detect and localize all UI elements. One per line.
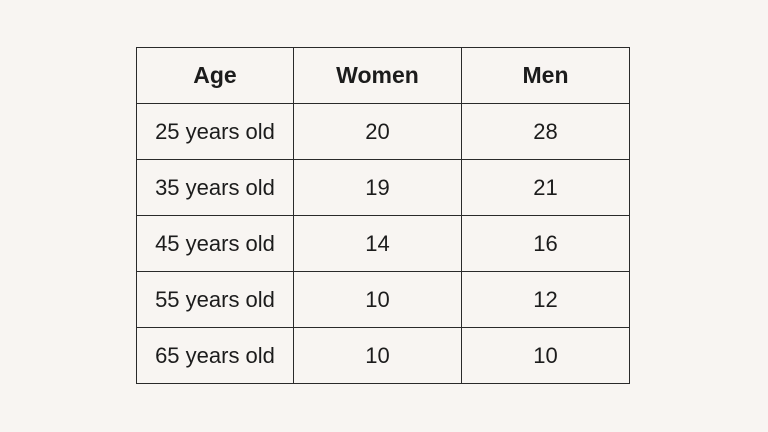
table-row: 55 years old 10 12 (136, 271, 630, 328)
age-cell: 35 years old (136, 159, 294, 216)
age-cell: 55 years old (136, 271, 294, 328)
table-row: 25 years old 20 28 (136, 103, 630, 160)
women-cell: 10 (293, 271, 462, 328)
header-row: Age Women Men (136, 47, 630, 104)
header-age: Age (136, 47, 294, 104)
women-cell: 14 (293, 215, 462, 272)
women-cell: 20 (293, 103, 462, 160)
table-header: Age Women Men (136, 47, 630, 104)
table-row: 45 years old 14 16 (136, 215, 630, 272)
women-cell: 19 (293, 159, 462, 216)
header-women: Women (293, 47, 462, 104)
age-cell: 65 years old (136, 327, 294, 384)
men-cell: 12 (461, 271, 630, 328)
table-row: 35 years old 19 21 (136, 159, 630, 216)
men-cell: 28 (461, 103, 630, 160)
men-cell: 10 (461, 327, 630, 384)
table-body: 25 years old 20 28 35 years old 19 21 45… (136, 103, 630, 384)
age-cell: 45 years old (136, 215, 294, 272)
age-cell: 25 years old (136, 103, 294, 160)
data-table: Age Women Men 25 years old 20 28 35 year… (136, 47, 630, 384)
table-row: 65 years old 10 10 (136, 327, 630, 384)
men-cell: 16 (461, 215, 630, 272)
women-cell: 10 (293, 327, 462, 384)
men-cell: 21 (461, 159, 630, 216)
header-men: Men (461, 47, 630, 104)
